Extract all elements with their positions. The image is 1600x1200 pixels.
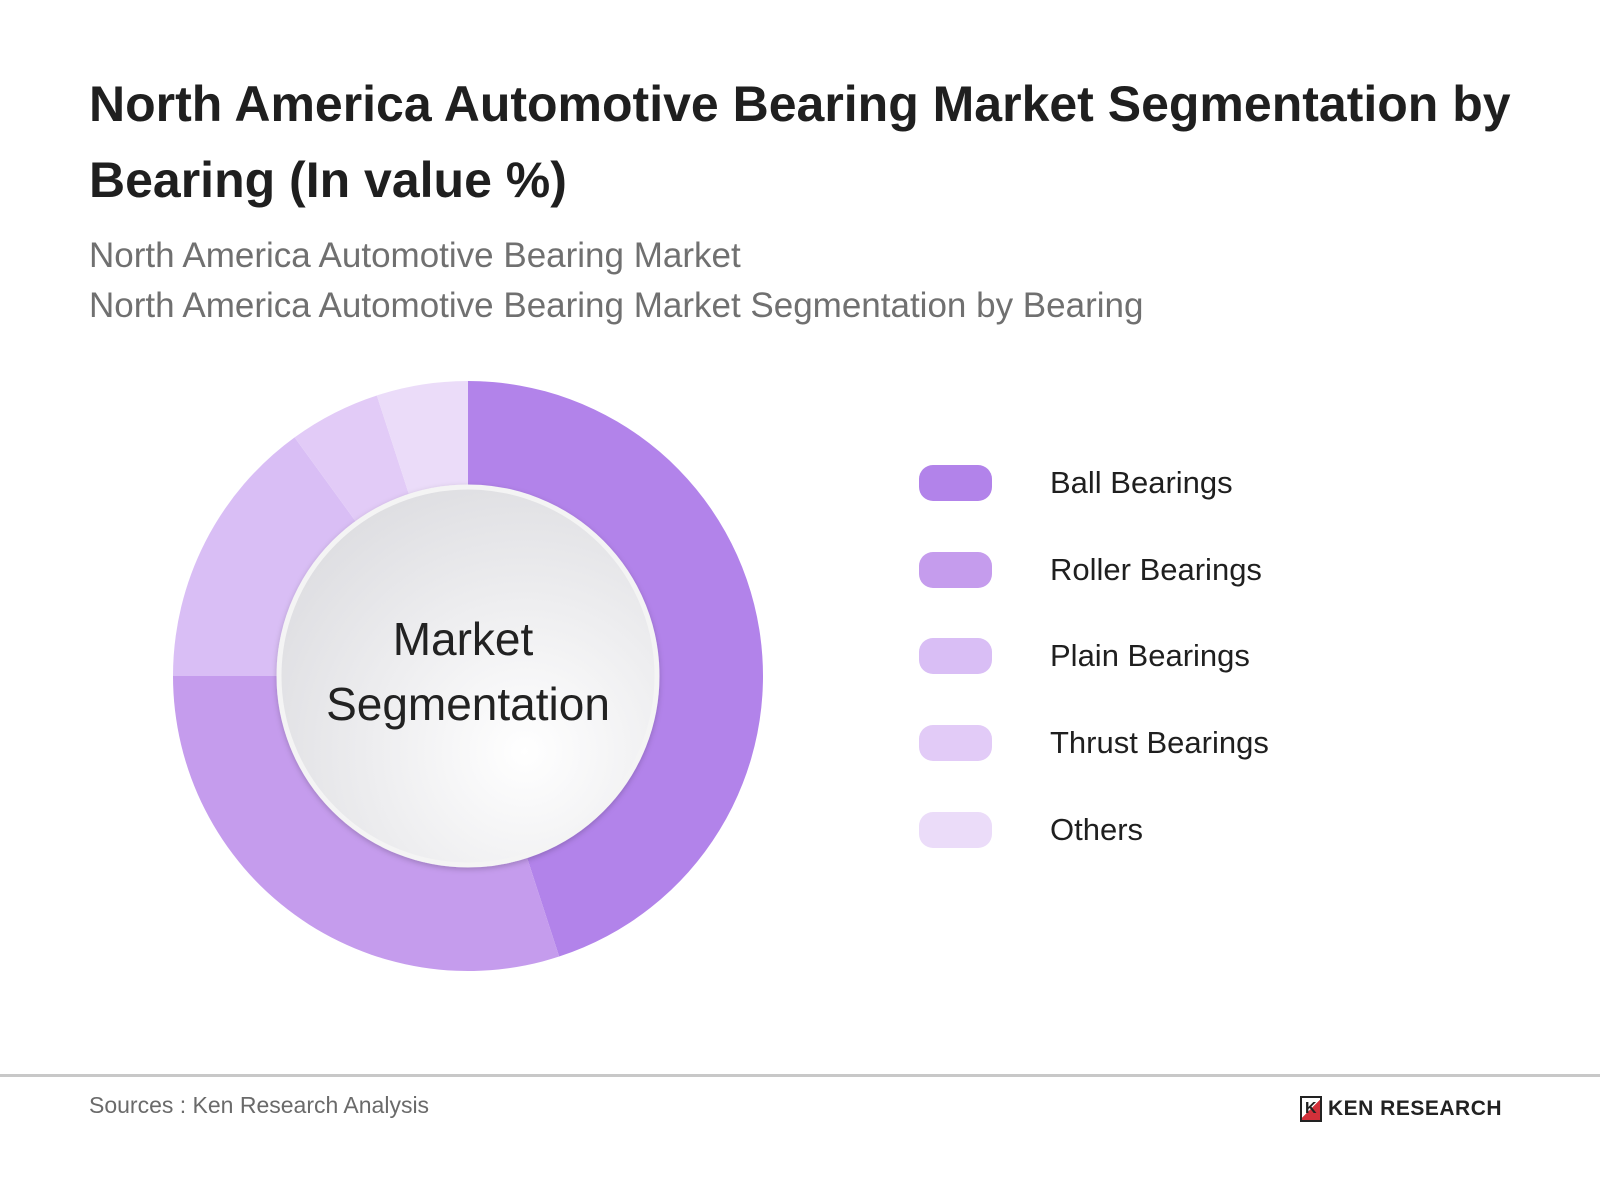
logo-text: KEN RESEARCH [1328,1097,1503,1120]
legend-swatch [919,465,992,501]
center-label-line-1: Market [393,613,534,665]
legend-label: Thrust Bearings [1050,725,1269,760]
legend-item: Roller Bearings [919,551,1262,589]
chart-subtitle-2: North America Automotive Bearing Market … [89,286,1144,325]
sources-note: Sources : Ken Research Analysis [89,1092,430,1118]
legend-item: Plain Bearings [919,637,1250,675]
legend-item: Others [919,811,1143,849]
chart-subtitle-1: North America Automotive Bearing Market [89,236,741,275]
legend-swatch [919,552,992,588]
legend-swatch [919,638,992,674]
chart-title: North America Automotive Bearing Market … [89,76,1511,208]
logo-mark-icon: K [1300,1096,1322,1122]
legend-item: Ball Bearings [919,464,1233,502]
legend-label: Roller Bearings [1050,552,1262,587]
legend-label: Ball Bearings [1050,465,1233,500]
legend-swatch [919,725,992,761]
donut-center [276,484,660,868]
footer-divider [0,1074,1600,1077]
legend-label: Plain Bearings [1050,638,1250,673]
legend-swatch [919,812,992,848]
legend-label: Others [1050,812,1144,847]
legend-item: Thrust Bearings [919,724,1269,762]
ken-research-logo: K KEN RESEARCH [1300,1096,1502,1122]
center-label-line-2: Segmentation [326,678,610,730]
